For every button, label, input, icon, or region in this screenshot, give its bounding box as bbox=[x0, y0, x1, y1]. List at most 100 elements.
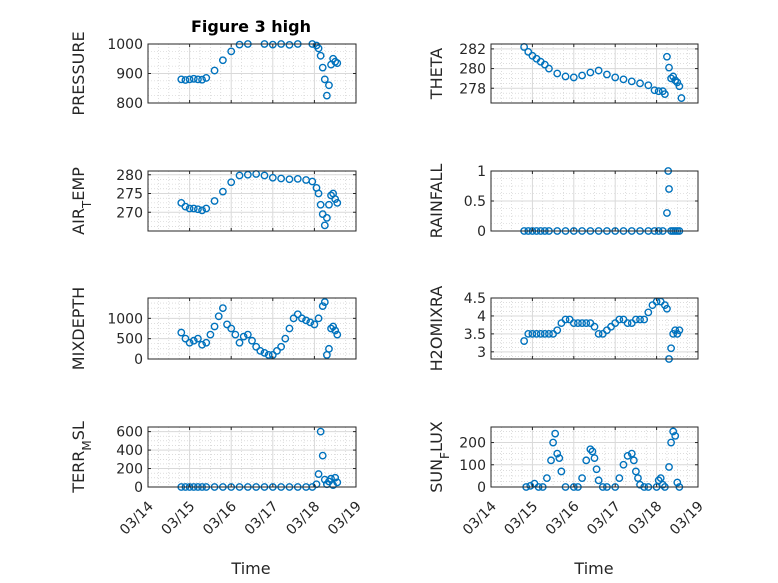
data-point bbox=[333, 330, 342, 339]
data-point bbox=[526, 481, 535, 490]
y-tick-label: 275 bbox=[116, 187, 143, 203]
data-point bbox=[329, 322, 338, 331]
data-point bbox=[325, 81, 333, 90]
data-point bbox=[578, 319, 586, 328]
axes-frame bbox=[147, 170, 357, 232]
y-axis-label: AIRTEMP bbox=[69, 167, 94, 235]
subplot-6: 3 3.5 4 4.5 H2OMIXRA bbox=[427, 286, 699, 371]
data-point bbox=[314, 44, 323, 53]
axes-frame bbox=[147, 426, 357, 488]
data-point bbox=[669, 427, 678, 436]
y-tick-label: 0.5 bbox=[464, 194, 486, 210]
data-point bbox=[302, 316, 310, 325]
data-point bbox=[248, 336, 256, 345]
data-point bbox=[532, 329, 541, 338]
y-tick-label: 1 bbox=[477, 164, 486, 180]
data-point bbox=[663, 52, 671, 61]
data-point bbox=[667, 344, 675, 353]
y-axis-label: PRESSURE bbox=[69, 31, 88, 115]
data-point bbox=[202, 74, 211, 82]
data-point bbox=[218, 56, 227, 65]
data-point bbox=[667, 438, 675, 447]
data-point bbox=[524, 47, 533, 56]
data-point bbox=[665, 63, 673, 72]
data-point bbox=[333, 198, 342, 207]
data-point bbox=[327, 324, 335, 333]
data-point bbox=[202, 204, 211, 213]
data-point bbox=[654, 87, 663, 96]
data-point bbox=[528, 329, 537, 338]
data-point bbox=[227, 178, 236, 187]
data-point bbox=[214, 312, 223, 321]
data-point bbox=[198, 340, 206, 349]
data-point bbox=[308, 177, 317, 186]
data-point bbox=[333, 478, 342, 487]
data-point bbox=[632, 467, 640, 476]
data-point bbox=[185, 204, 194, 213]
data-point bbox=[663, 304, 671, 313]
data-point bbox=[260, 171, 269, 180]
data-point bbox=[540, 60, 549, 69]
data-point bbox=[536, 329, 545, 338]
data-point bbox=[540, 329, 549, 338]
data-point bbox=[218, 304, 227, 313]
data-point bbox=[675, 326, 684, 335]
data-point bbox=[623, 451, 632, 460]
data-point bbox=[194, 334, 202, 343]
data-point bbox=[333, 59, 342, 68]
y-tick-label: 600 bbox=[116, 425, 143, 441]
data-point bbox=[634, 474, 642, 483]
data-point bbox=[586, 68, 595, 77]
data-point bbox=[320, 298, 329, 306]
y-tick-label: 900 bbox=[116, 67, 143, 83]
data-point bbox=[590, 454, 599, 463]
y-axis-label: THETA bbox=[427, 48, 446, 100]
y-tick-label: 282 bbox=[459, 42, 486, 58]
data-point bbox=[586, 445, 595, 454]
y-tick-label: 100 bbox=[459, 458, 486, 474]
y-tick-label: 4.5 bbox=[464, 291, 486, 307]
x-axis-label-left: Time bbox=[230, 559, 270, 578]
data-point bbox=[636, 480, 644, 489]
data-point bbox=[629, 456, 638, 465]
data-point bbox=[656, 474, 665, 483]
y-tick-label: 0 bbox=[477, 480, 486, 496]
data-point bbox=[658, 480, 667, 489]
data-point bbox=[520, 337, 529, 345]
data-point bbox=[181, 334, 190, 343]
data-point bbox=[665, 463, 673, 471]
y-tick-label: 0 bbox=[134, 352, 143, 368]
y-tick-label: 270 bbox=[116, 205, 143, 221]
data-point bbox=[264, 351, 273, 359]
data-point bbox=[177, 75, 186, 84]
data-point bbox=[619, 460, 628, 469]
y-tick-label: 278 bbox=[459, 81, 486, 97]
data-point bbox=[252, 342, 261, 351]
data-point bbox=[671, 431, 680, 440]
data-point bbox=[181, 202, 190, 211]
y-tick-label: 400 bbox=[116, 443, 143, 459]
data-point bbox=[557, 467, 566, 476]
data-point bbox=[582, 456, 591, 465]
data-point bbox=[677, 94, 686, 102]
y-tick-label: 200 bbox=[116, 462, 143, 478]
data-point bbox=[189, 336, 198, 345]
data-point bbox=[239, 332, 248, 341]
data-point bbox=[306, 318, 315, 327]
x-axis-label-right: Time bbox=[573, 559, 613, 578]
data-point bbox=[285, 175, 294, 184]
subplot-2: 278 280 282 THETA bbox=[427, 42, 699, 104]
y-tick-label: 500 bbox=[116, 332, 143, 348]
data-point bbox=[644, 81, 653, 90]
data-point bbox=[316, 51, 325, 60]
data-point bbox=[615, 315, 624, 324]
data-point bbox=[320, 221, 329, 230]
data-point bbox=[314, 314, 323, 323]
data-point bbox=[318, 302, 327, 311]
data-point bbox=[218, 187, 227, 196]
data-point bbox=[636, 315, 644, 324]
y-axis-label: MIXDEPTH bbox=[69, 287, 88, 370]
data-point bbox=[210, 66, 219, 75]
data-point bbox=[314, 470, 323, 478]
